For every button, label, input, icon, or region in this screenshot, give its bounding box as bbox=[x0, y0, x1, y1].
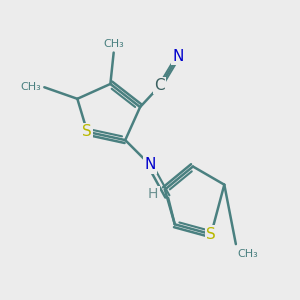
Text: CH₃: CH₃ bbox=[20, 82, 41, 92]
Text: C: C bbox=[154, 78, 165, 93]
Text: S: S bbox=[82, 124, 92, 139]
Text: N: N bbox=[172, 49, 184, 64]
Text: CH₃: CH₃ bbox=[238, 249, 258, 259]
Text: S: S bbox=[206, 227, 216, 242]
Text: H: H bbox=[148, 187, 158, 201]
Text: N: N bbox=[144, 158, 156, 172]
Text: CH₃: CH₃ bbox=[103, 39, 124, 49]
